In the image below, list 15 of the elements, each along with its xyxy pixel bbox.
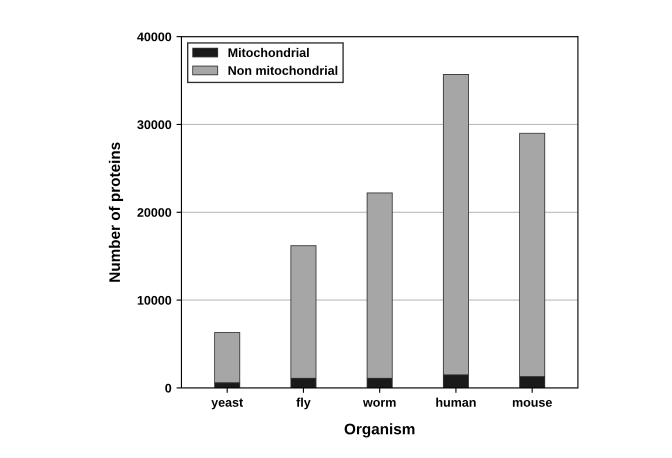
- x-tick-label: worm: [362, 400, 396, 407]
- bar: [214, 332, 240, 384]
- y-tick-label: 20000: [137, 208, 172, 217]
- y-tick-label: 30000: [137, 120, 172, 130]
- y-axis-title: Number of proteins: [108, 142, 124, 282]
- x-axis-title: Organism: [344, 423, 414, 438]
- x-tick-label: fly: [296, 398, 311, 410]
- y-tick-label: 0: [165, 384, 172, 393]
- x-tick-label: mouse: [512, 400, 552, 407]
- legend-label: Mitochondrial: [228, 48, 309, 58]
- legend-label: Non mitochondrial: [228, 66, 338, 75]
- y-tick-label: 40000: [137, 32, 172, 42]
- x-tick-label: yeast: [211, 398, 244, 410]
- y-tick-label: 10000: [138, 296, 172, 305]
- x-tick-label: human: [436, 398, 476, 407]
